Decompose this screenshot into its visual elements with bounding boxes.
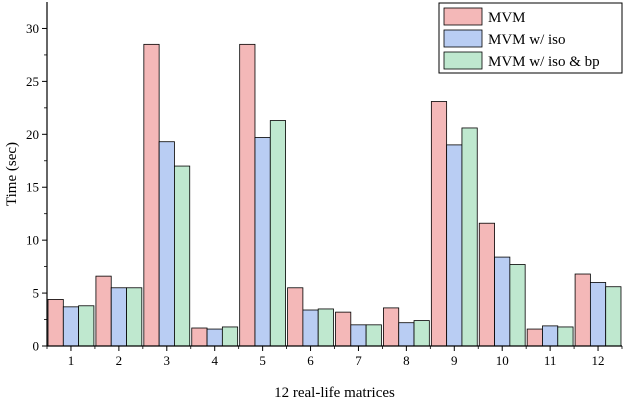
x-tick-label: 5 bbox=[259, 353, 266, 368]
bar-1-6 bbox=[287, 287, 304, 347]
legend-label-1: MVM bbox=[488, 10, 526, 26]
bar-3-1 bbox=[78, 305, 95, 347]
bar-1-5 bbox=[239, 43, 256, 347]
bar-2-11 bbox=[542, 325, 559, 347]
bar-1-2 bbox=[95, 275, 112, 347]
x-axis-title: 12 real-life matrices bbox=[274, 385, 395, 401]
bar-1-12 bbox=[574, 273, 591, 347]
x-tick-label: 4 bbox=[211, 353, 218, 368]
bars-layer bbox=[47, 43, 622, 347]
x-tick-label: 11 bbox=[544, 353, 557, 368]
bar-3-8 bbox=[413, 320, 430, 347]
legend-swatch-3 bbox=[443, 51, 483, 70]
legend-swatch-2 bbox=[443, 29, 483, 48]
bar-3-11 bbox=[557, 326, 574, 347]
bar-3-12 bbox=[605, 286, 622, 347]
bar-2-2 bbox=[110, 287, 127, 347]
x-tick-label: 6 bbox=[307, 353, 314, 368]
y-tick-label: 20 bbox=[26, 127, 39, 142]
x-tick-label: 3 bbox=[164, 353, 171, 368]
x-tick-label: 9 bbox=[451, 353, 458, 368]
bar-1-11 bbox=[526, 328, 543, 347]
y-tick-label: 10 bbox=[26, 233, 39, 248]
bar-2-10 bbox=[494, 256, 511, 347]
bar-2-1 bbox=[62, 306, 80, 347]
x-tick-label: 1 bbox=[68, 353, 75, 368]
bar-2-6 bbox=[302, 309, 319, 347]
bar-1-7 bbox=[335, 311, 352, 347]
x-tick-label: 2 bbox=[116, 353, 123, 368]
bar-2-8 bbox=[398, 322, 415, 347]
legend-label-2: MVM w/ iso bbox=[488, 32, 566, 48]
bar-3-10 bbox=[509, 264, 526, 347]
y-tick-label: 30 bbox=[26, 21, 39, 36]
y-tick-label: 0 bbox=[33, 339, 40, 354]
y-tick-label: 5 bbox=[33, 286, 40, 301]
x-tick-label: 8 bbox=[403, 353, 410, 368]
x-tick-label: 7 bbox=[355, 353, 362, 368]
bar-3-2 bbox=[126, 287, 143, 347]
legend-label-3: MVM w/ iso & bp bbox=[488, 54, 600, 70]
bar-3-3 bbox=[174, 165, 191, 347]
bar-1-3 bbox=[143, 43, 160, 347]
bar-1-4 bbox=[191, 327, 208, 347]
bar-3-9 bbox=[461, 127, 478, 347]
bar-2-7 bbox=[350, 324, 367, 347]
bar-2-5 bbox=[254, 137, 271, 347]
legend-swatch-1 bbox=[443, 7, 483, 26]
bar-3-7 bbox=[365, 324, 382, 347]
bar-1-8 bbox=[383, 307, 400, 347]
y-axis-title: Time (sec) bbox=[4, 142, 20, 206]
x-tick-label: 12 bbox=[592, 353, 605, 368]
y-tick-label: 15 bbox=[26, 180, 39, 195]
x-tick-label: 10 bbox=[496, 353, 509, 368]
bar-3-5 bbox=[269, 120, 286, 347]
bar-2-3 bbox=[158, 141, 175, 347]
bar-1-1 bbox=[47, 299, 64, 347]
y-tick-label: 25 bbox=[26, 74, 39, 89]
bar-2-9 bbox=[446, 144, 463, 347]
bar-1-9 bbox=[430, 101, 448, 347]
bar-3-6 bbox=[317, 308, 334, 347]
bar-2-12 bbox=[589, 282, 607, 347]
bar-2-4 bbox=[206, 328, 223, 347]
bar-1-10 bbox=[478, 222, 495, 347]
bar-3-4 bbox=[221, 326, 239, 347]
legend: MVM MVM w/ iso MVM w/ iso & bp bbox=[438, 2, 623, 74]
